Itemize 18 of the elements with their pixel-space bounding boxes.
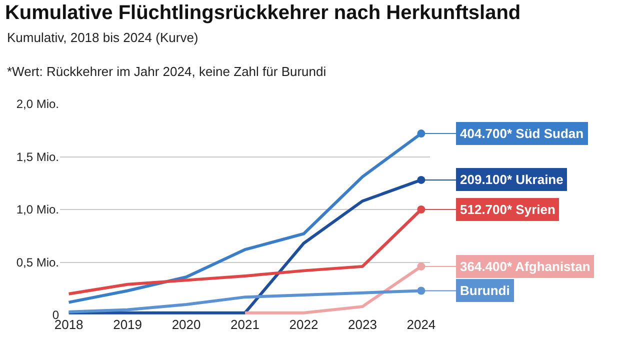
annotation: Burundi bbox=[460, 283, 510, 298]
x-tick-label: 2020 bbox=[172, 317, 201, 332]
chart-title: Kumulative Flüchtlingsrückkehrer nach Herkunftsland bbox=[4, 2, 521, 24]
y-tick-label: 0,5 Mio. bbox=[16, 255, 59, 270]
chart-subtitle: Kumulativ, 2018 bis 2024 (Kurve) bbox=[7, 30, 198, 45]
x-tick-label: 2019 bbox=[113, 317, 142, 332]
x-tick-label: 2024 bbox=[406, 317, 436, 332]
x-tick-label: 2021 bbox=[230, 317, 260, 332]
text: *Wert: Rückkehrer im Jahr 2024, keine Zahl für Burundi bbox=[7, 64, 326, 79]
y-tick-label: 2,0 Mio. bbox=[16, 97, 59, 112]
annotation: 404.700* Süd Sudan bbox=[460, 126, 584, 141]
x-tick-label: 2023 bbox=[348, 317, 377, 332]
annotation: 364.400* Afghanistan bbox=[460, 259, 590, 274]
annotation: 209.100* Ukraine bbox=[460, 172, 564, 187]
annotation: 512.700* Syrien bbox=[460, 202, 556, 217]
y-tick-label: 1,5 Mio. bbox=[16, 150, 59, 164]
x-tick-label: 2022 bbox=[289, 317, 318, 332]
y-tick-label: 1,0 Mio. bbox=[16, 202, 59, 217]
